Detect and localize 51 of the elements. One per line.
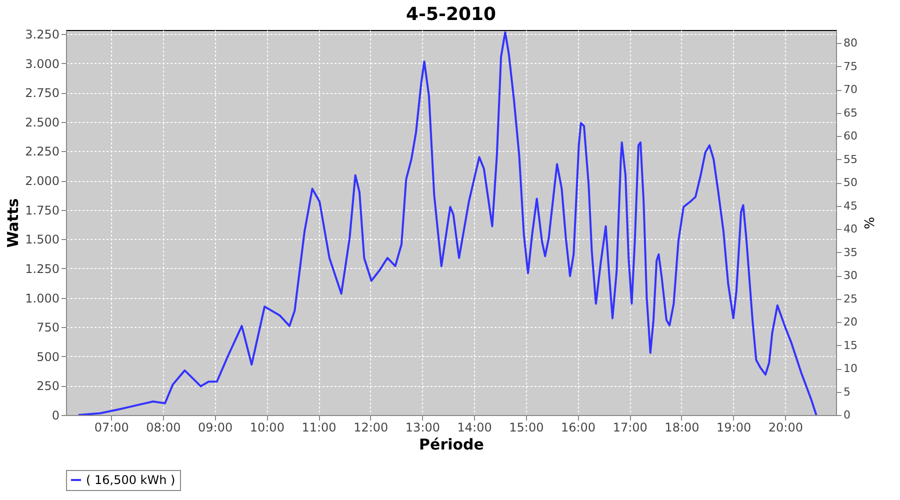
y2-tick-label: 40: [844, 222, 858, 236]
y2-tick-label: 75: [844, 60, 858, 73]
y2-tick-label: 10: [844, 362, 858, 375]
y-tick-label: 0: [52, 408, 60, 422]
y-tick-label: 2.000: [25, 174, 60, 188]
y2-tick-label: 0: [844, 408, 850, 422]
line-series: [77, 31, 818, 415]
y2-tick-label: 25: [844, 292, 858, 306]
y-tick-label: 1.750: [25, 203, 60, 218]
y-axis-title: Watts: [4, 198, 22, 248]
y-tick-label: 750: [36, 320, 60, 335]
x-tick-label: 18:00: [664, 420, 700, 434]
y2-tick-label: 30: [844, 269, 858, 282]
y2-tick-label: 20: [844, 316, 858, 329]
x-tick-label: 13:00: [405, 420, 440, 434]
y2-tick-label: 35: [844, 246, 858, 259]
y-tick-label: 3.250: [25, 27, 60, 42]
y2-tick-label: 60: [844, 130, 858, 143]
y-tick-label: 1.000: [25, 291, 60, 306]
y-tick-label: 1.500: [25, 232, 60, 247]
y2-tick-label: 80: [844, 36, 858, 50]
x-tick-label: 12:00: [354, 420, 388, 434]
y-tick-label: 3.000: [25, 56, 60, 71]
legend-label: ( 16,500 kWh ): [86, 473, 176, 487]
x-tick-label: 09:00: [198, 420, 233, 434]
y2-tick-label: 45: [844, 199, 858, 212]
x-axis-title: Période: [419, 436, 484, 454]
x-tick-label: 14:00: [457, 420, 492, 434]
y2-tick-label: 5: [844, 385, 850, 398]
x-tick-label: 20:00: [768, 420, 803, 434]
x-tick-label: 11:00: [302, 420, 336, 434]
x-tick-label: 08:00: [146, 420, 181, 434]
x-tick-label: 07:00: [94, 420, 129, 434]
y-tick-label: 1.250: [25, 262, 60, 276]
y-tick-label: 500: [36, 350, 60, 364]
x-tick-label: 15:00: [509, 420, 544, 434]
y2-tick-label: 50: [844, 176, 858, 190]
x-tick-label: 16:00: [560, 420, 596, 434]
y2-tick-label: 55: [844, 152, 858, 166]
y-tick-label: 2.500: [25, 115, 60, 130]
x-tick-label: 10:00: [250, 420, 284, 434]
y2-tick-label: 15: [844, 338, 858, 352]
y-tick-label: 2.250: [25, 144, 60, 159]
y2-tick-label: 65: [844, 106, 858, 120]
x-tick-label: 17:00: [612, 420, 648, 434]
chart-title: 4-5-2010: [406, 4, 496, 25]
x-tick-label: 19:00: [716, 420, 752, 434]
y-tick-label: 2.750: [25, 86, 60, 100]
y2-axis-title: %: [860, 216, 876, 230]
y-tick-label: 250: [36, 379, 60, 394]
y2-tick-label: 70: [844, 83, 858, 96]
